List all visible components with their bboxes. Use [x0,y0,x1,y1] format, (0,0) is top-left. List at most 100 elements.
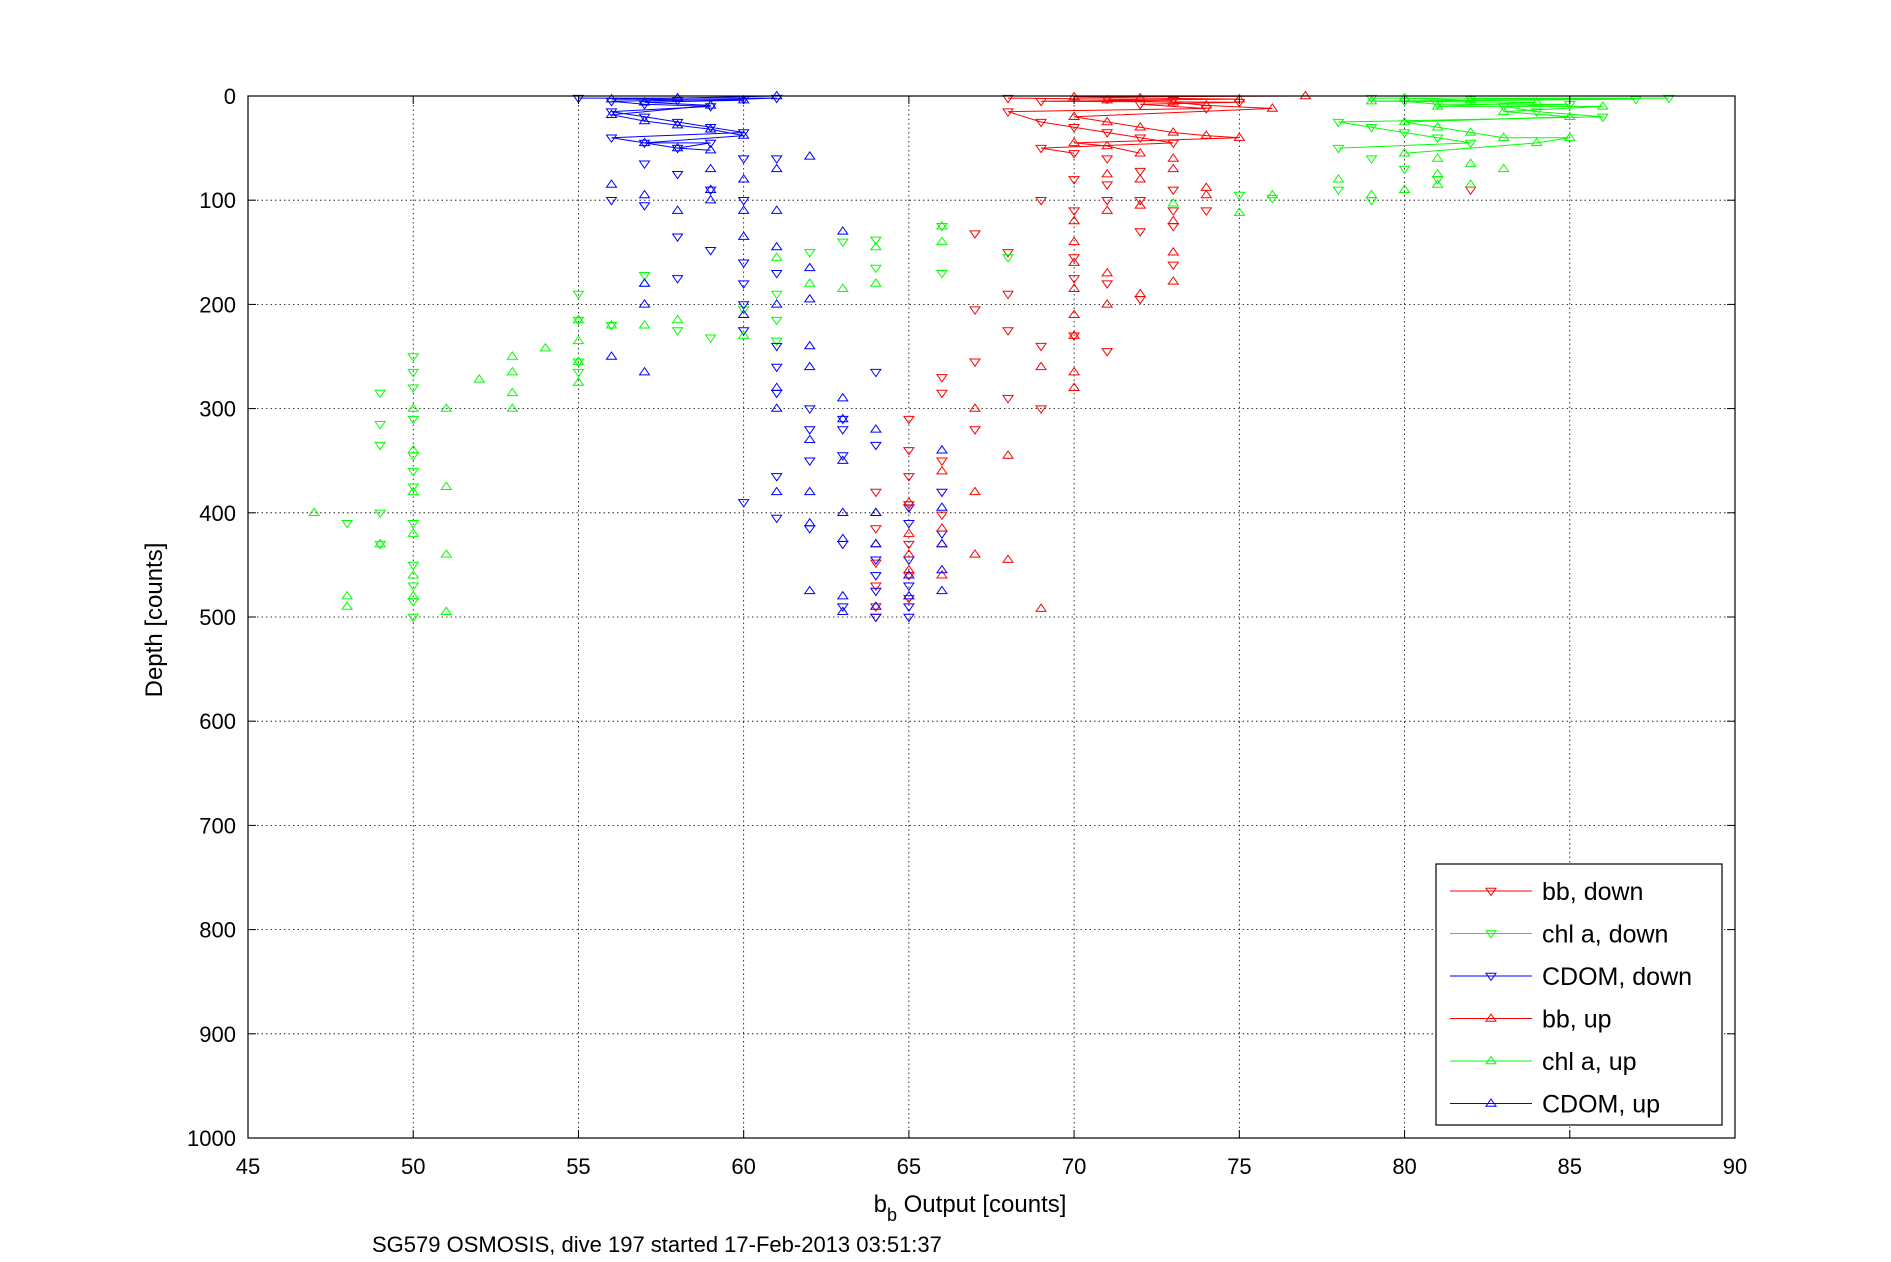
marker-cdom-down [836,415,849,425]
marker-cdom-down [803,405,816,414]
marker-chl-a-down [1332,186,1345,196]
marker-cdom-up [770,90,783,100]
legend-marker-cdom-up [1485,1098,1497,1107]
marker-cdom-down [770,155,783,164]
marker-cdom-down [737,129,750,138]
marker-cdom-up [638,299,651,308]
marker-chl-a-up [440,549,453,558]
marker-cdom-up [935,538,948,548]
marker-chl-a-down [1365,94,1378,104]
marker-chl-a-down [869,264,882,274]
marker-bb-down [1134,101,1147,110]
marker-cdom-down [737,301,750,310]
marker-cdom-up [935,564,948,574]
marker-chl-a-down [407,520,420,529]
marker-bb-up [1101,168,1114,178]
marker-cdom-down [737,155,750,164]
marker-bb-down [902,473,915,482]
marker-bb-down [1200,207,1213,216]
marker-chl-a-down [1398,165,1411,175]
marker-bb-up [1167,163,1180,173]
marker-cdom-down [869,572,882,581]
marker-chl-a-down [1365,155,1378,164]
marker-chl-a-down [638,272,651,281]
marker-chl-a-down [770,290,783,300]
marker-chl-a-up [770,252,783,261]
marker-bb-up [1068,330,1081,339]
marker-chl-a-down [1431,134,1444,144]
marker-chl-a-down [671,327,684,336]
marker-chl-a-down [1266,194,1279,204]
marker-bb-down [1002,327,1014,336]
marker-chl-a-up [407,590,420,600]
marker-chl-a-up [572,314,585,324]
marker-bb-up [1167,215,1180,225]
x-tick-labels: 45 50 55 60 65 70 75 80 85 90 [236,1154,1747,1179]
marker-chl-a-down [374,509,387,519]
marker-bb-up [1233,132,1246,141]
marker-bb-down [1035,197,1048,206]
marker-bb-up [1167,246,1180,256]
marker-chl-a-up [308,507,321,516]
marker-bb-down [1200,105,1213,114]
marker-bb-down [1068,124,1081,133]
marker-cdom-down [869,556,882,566]
marker-bb-down [902,415,915,425]
marker-cdom-down [737,499,750,508]
legend-marker-bb-down [1485,887,1497,897]
marker-bb-up [1068,111,1081,121]
marker-bb-up [1167,276,1180,285]
marker-chl-a-up [506,403,519,412]
marker-chl-a-up [1431,153,1444,162]
marker-chl-a-down [407,483,420,493]
marker-chl-a-down [737,306,750,315]
y-tick-label: 300 [199,397,236,422]
marker-chl-a-up [1431,101,1444,110]
marker-bb-up [1002,450,1014,459]
marker-cdom-up [803,262,816,272]
marker-bb-up [935,465,948,475]
marker-cdom-down [638,202,651,211]
marker-bb-up [1167,127,1180,136]
marker-cdom-down [902,520,915,529]
marker-bb-down [869,525,882,534]
marker-chl-a-down [770,337,783,347]
marker-cdom-up [836,413,849,423]
marker-cdom-up [770,163,783,173]
y-tick-label: 200 [199,292,236,317]
marker-bb-up [1035,361,1048,371]
marker-cdom-down [869,441,882,451]
marker-chl-a-down [407,561,420,571]
marker-cdom-down [671,144,684,154]
marker-cdom-up [869,538,882,548]
series-line-bb-up [1074,95,1306,154]
marker-chl-a-up [539,342,552,352]
marker-bb-down [1068,176,1081,185]
marker-chl-a-down [770,316,783,326]
marker-cdom-up [737,205,750,214]
marker-bb-down [1068,207,1081,216]
marker-bb-down [869,603,882,612]
series-line-cdom-up [611,95,777,151]
marker-bb-up [1068,137,1081,147]
series-line-chl-a-down [1338,97,1669,149]
marker-cdom-down [671,170,684,180]
legend-label-bb-up: bb, up [1542,1006,1612,1034]
marker-chl-a-up [1431,168,1444,178]
marker-bb-down [1134,134,1147,144]
marker-chl-a-up [440,481,453,490]
marker-bb-down [935,511,948,521]
marker-cdom-up [902,590,915,600]
marker-cdom-down [869,613,882,623]
marker-chl-a-down [407,613,420,623]
marker-cdom-up [671,119,684,129]
marker-bb-down [1101,348,1114,357]
x-tick-label: 80 [1392,1154,1416,1179]
marker-chl-a-up [341,590,354,600]
marker-chl-a-up [1563,111,1576,121]
marker-chl-a-up [407,569,420,579]
marker-chl-a-up [1365,189,1378,199]
marker-chl-a-up [572,335,585,345]
marker-chl-a-down [407,384,420,394]
marker-bb-up [1167,96,1180,106]
